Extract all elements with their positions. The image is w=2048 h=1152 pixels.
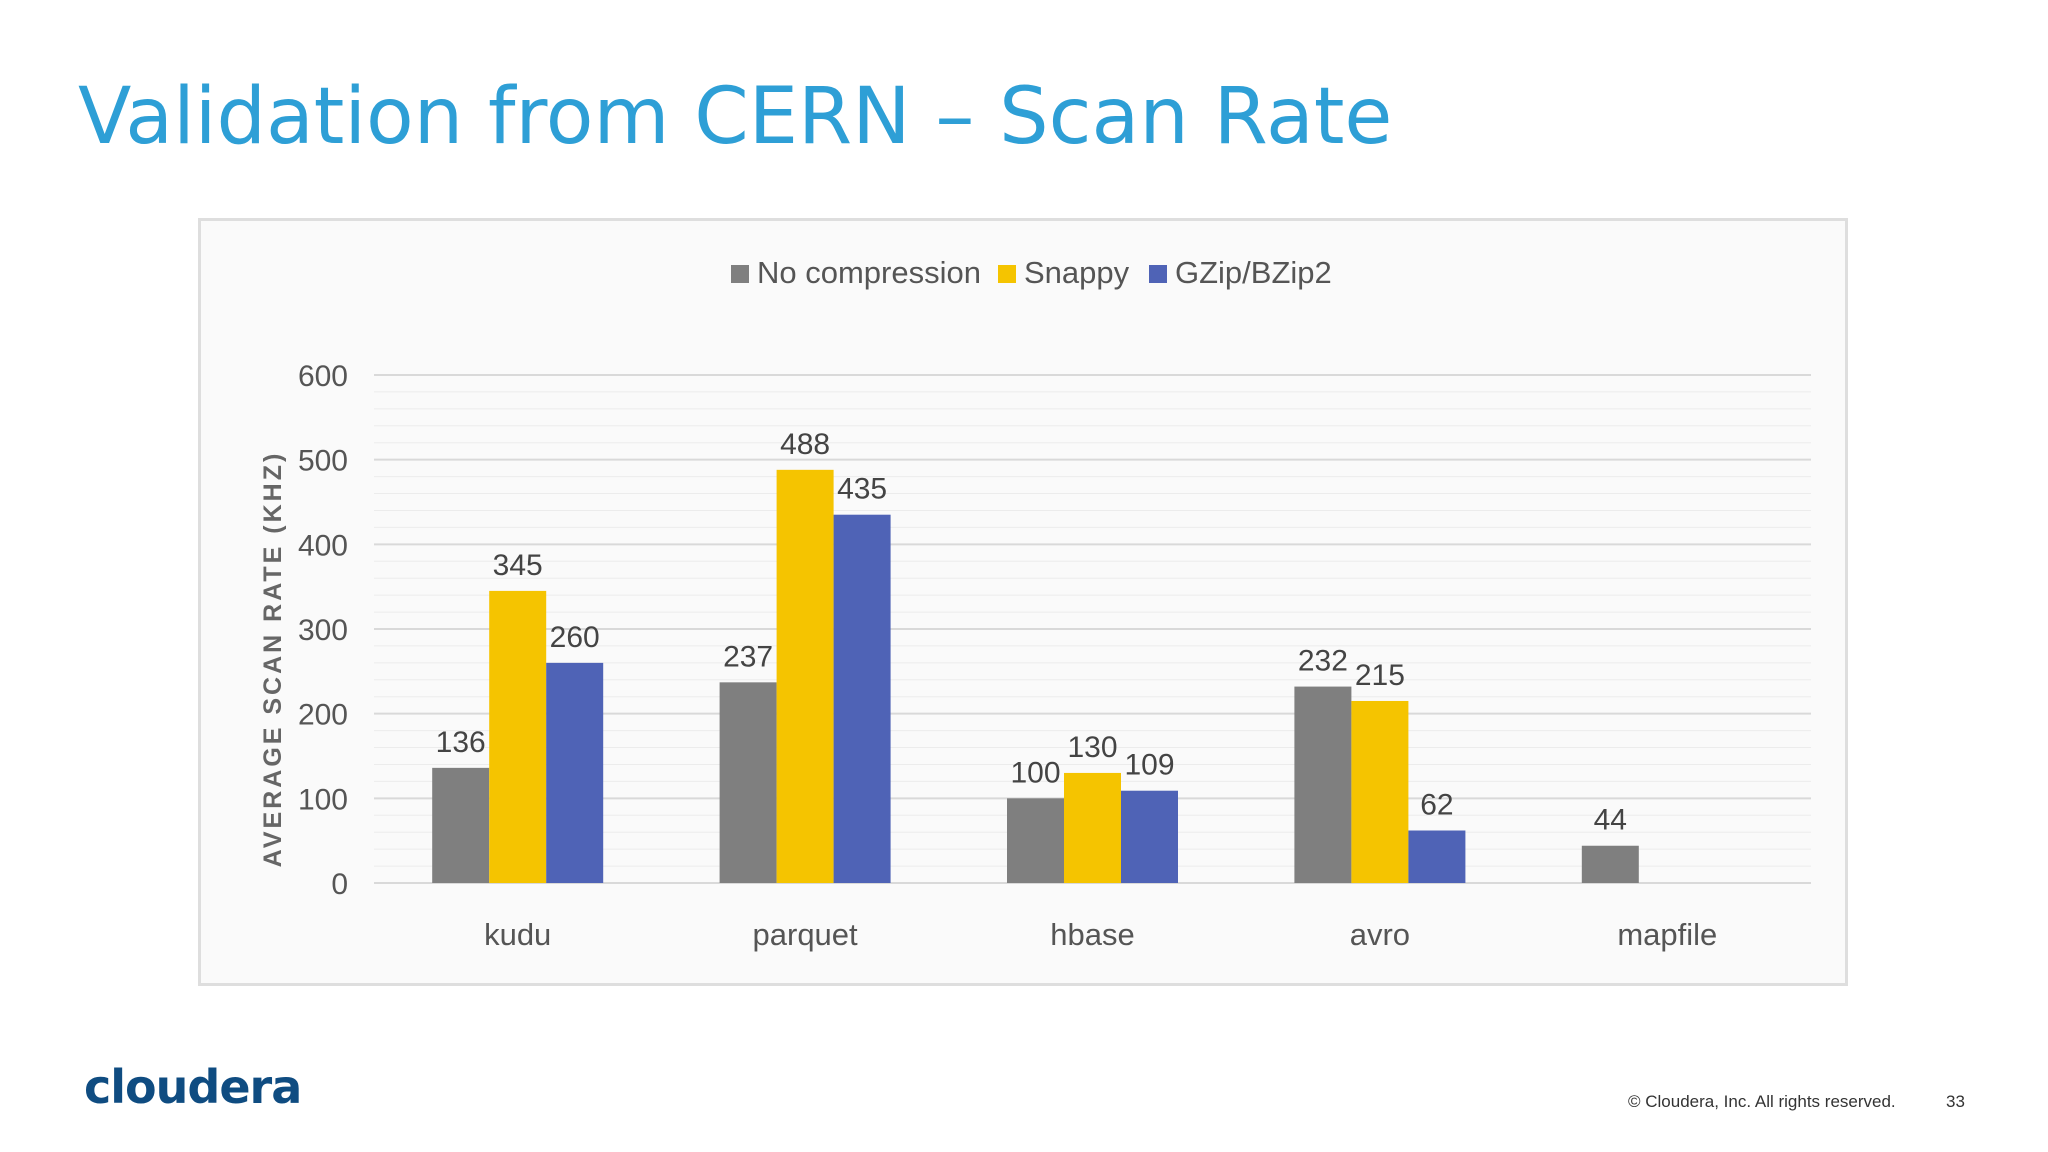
data-label: 62 [1420,789,1453,822]
data-label: 109 [1124,749,1174,782]
bar-hbase-1 [1064,772,1121,883]
data-label: 260 [550,621,600,654]
bar-kudu-1 [489,590,547,883]
x-tick-label: avro [1350,917,1410,952]
data-label: 130 [1067,731,1117,764]
page-number: 33 [1946,1092,1965,1111]
data-label: 435 [837,473,887,506]
bar-parquet-1 [776,469,834,883]
y-tick-label: 600 [298,360,348,393]
legend-swatch-0 [731,265,749,283]
bar-chart: 0 100 200 300 400 500 600 AVERAGE SCAN RATE (KH… [259,255,1811,952]
bar-kudu-0 [432,767,490,883]
cloudera-logo: cloudera [84,1060,302,1114]
bar-parquet-0 [719,682,777,883]
x-tick-label: mapfile [1617,917,1717,952]
bar-parquet-2 [833,514,891,883]
data-label: 488 [780,428,830,461]
chart-frame: 0 100 200 300 400 500 600 AVERAGE SCAN RATE (KH… [198,218,1848,986]
data-label: 44 [1594,804,1627,837]
slide-title: Validation from CERN – Scan Rate [78,72,1393,162]
y-tick-label: 200 [298,699,348,732]
y-axis-title: AVERAGE SCAN RATE (KHZ) [259,451,287,868]
x-tick-label: parquet [753,917,859,952]
legend-swatch-1 [998,265,1016,283]
x-tick-label: kudu [484,917,551,952]
y-tick-label: 100 [298,783,348,816]
bar-mapfile-0 [1581,845,1639,883]
data-label: 345 [493,549,543,582]
legend-item-2: GZip/BZip2 [1175,255,1332,290]
bar-avro-0 [1294,686,1352,883]
bar-hbase-2 [1121,790,1178,883]
bar-kudu-2 [546,662,604,883]
copyright-footer: © Cloudera, Inc. All rights reserved. [1628,1092,1896,1111]
data-label: 237 [723,640,773,673]
y-tick-label: 300 [298,614,348,647]
y-tick-label: 0 [331,868,348,901]
bar-avro-1 [1351,700,1409,883]
legend-swatch-2 [1149,265,1167,283]
data-label: 215 [1355,659,1405,692]
legend-item-1: Snappy [1024,255,1130,290]
data-label: 232 [1298,645,1348,678]
bar-hbase-0 [1007,798,1064,883]
y-tick-label: 400 [298,529,348,562]
bar-avro-2 [1408,830,1466,883]
x-tick-label: hbase [1050,917,1134,952]
y-tick-label: 500 [298,445,348,478]
data-label: 100 [1010,756,1060,789]
legend-item-0: No compression [757,255,981,290]
data-label: 136 [436,726,486,759]
